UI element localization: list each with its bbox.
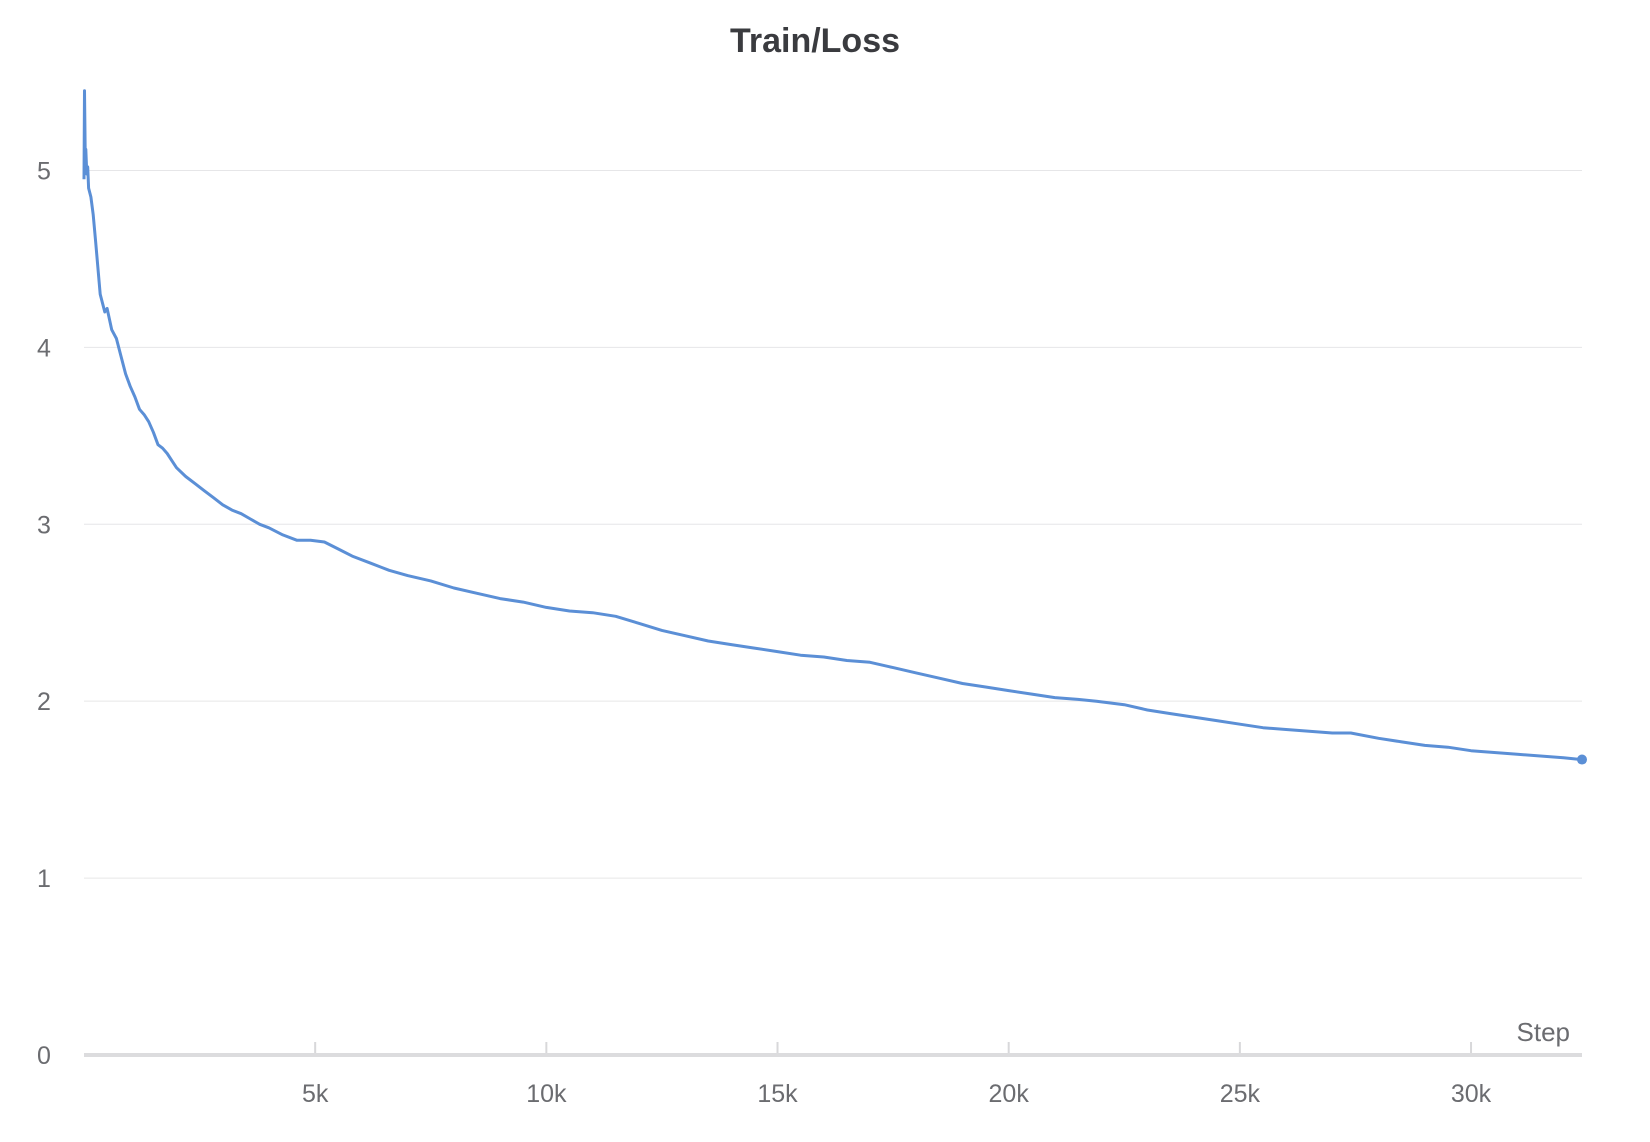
x-axis-tick-labels: 5k 10k 15k 20k 25k 30k	[302, 1042, 1492, 1108]
chart-title: Train/Loss	[729, 22, 901, 60]
grid-lines	[84, 169, 1582, 879]
y-tick-label: 4	[37, 334, 51, 362]
x-tick-label: 10k	[526, 1080, 567, 1108]
y-tick-label: 0	[37, 1042, 51, 1070]
y-tick-label: 3	[37, 511, 51, 539]
x-tick-label: 20k	[989, 1080, 1030, 1108]
x-tick-label: 15k	[757, 1080, 798, 1108]
y-tick-label: 5	[37, 157, 51, 185]
y-tick-label: 2	[37, 688, 51, 716]
series-endpoint-marker	[1577, 754, 1587, 765]
x-axis-label: Step	[1517, 1017, 1571, 1047]
x-tick-label: 30k	[1451, 1080, 1492, 1108]
y-tick-label: 1	[37, 865, 51, 893]
x-tick-label: 5k	[302, 1080, 329, 1108]
x-tick-label: 25k	[1220, 1080, 1261, 1108]
series-line	[82, 89, 1583, 762]
y-axis-tick-labels: 0 1 2 3 4 5	[37, 157, 51, 1070]
